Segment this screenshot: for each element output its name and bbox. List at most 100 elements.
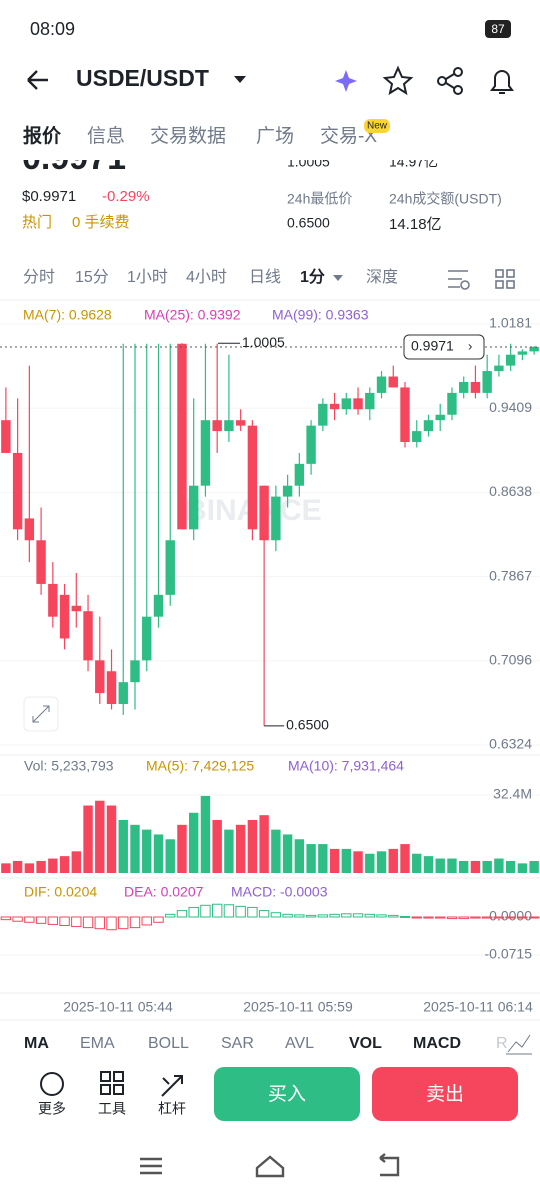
indicator[interactable]: VOL [349,1035,382,1052]
volume-bar [388,848,398,873]
volume-bar [365,853,375,873]
candle-body [118,682,128,705]
interval[interactable]: 深度 [366,268,398,286]
candle-body [505,354,516,366]
macd-bar [71,916,82,928]
indicator[interactable]: R [496,1035,508,1052]
ai-icon[interactable] [335,70,357,92]
macd-bar [94,916,105,930]
dropdown[interactable] [333,275,343,281]
volume-bar [259,815,269,873]
tool[interactable]: 更多 [38,1101,66,1117]
volume-bar [517,863,528,873]
legend: DEA: 0.0207 [124,884,204,900]
volume-bar [423,856,434,873]
interval[interactable]: 1分 [300,268,325,286]
indicator[interactable]: SAR [221,1035,254,1052]
battery-icon [485,20,511,38]
stat: 0.6500 [287,215,330,231]
x-tick-label: 2025-10-11 06:14 [423,999,533,1015]
pair[interactable]: USDE/USDT [76,65,209,91]
tool[interactable]: 工具 [98,1101,126,1117]
macd-bar [470,916,481,919]
candle-body [470,381,481,393]
indicator[interactable]: MA [24,1035,49,1052]
legend: Vol: 5,233,793 [24,758,114,774]
legend: MACD: -0.0003 [231,884,328,900]
indicator[interactable]: BOLL [148,1035,189,1052]
high-label: 1.0005 [242,334,285,350]
change: -0.29% [102,188,150,205]
macd-bar [176,910,188,918]
volume-bar [447,858,457,873]
macd-bar [24,916,35,923]
candle-body [412,431,422,443]
macd-bar [47,916,59,925]
sell[interactable]: 卖出 [426,1083,464,1105]
draw-icon[interactable] [506,1034,532,1055]
share[interactable] [437,67,463,95]
legend: MA(10): 7,931,464 [288,758,404,774]
interval[interactable]: 4小时 [186,268,227,286]
more-icon[interactable] [40,1072,64,1096]
interval[interactable]: 1小时 [127,268,168,286]
macd-bar [364,913,375,918]
indicator[interactable]: MACD [413,1035,461,1052]
macd-bar [446,916,458,920]
indicator[interactable]: EMA [80,1035,115,1052]
macd-bar [200,904,211,918]
settings-icon[interactable] [448,270,470,290]
volume-bar [48,858,58,873]
interval[interactable]: 日线 [249,268,281,286]
interval[interactable]: 15分 [75,268,109,286]
volume-bar [95,800,105,873]
chevron: › [468,338,472,353]
interval[interactable]: 分时 [23,268,55,286]
buy-button[interactable] [214,1067,360,1121]
macd-bar [505,916,516,919]
candle-body [329,403,340,410]
tab[interactable]: 交易-X [320,125,377,147]
macd-bar [12,916,23,922]
volume-bar [235,824,246,873]
tab[interactable]: 报价 [23,124,62,147]
nav-home[interactable] [255,1155,285,1178]
volume-bar [271,829,281,873]
candle-body [494,365,504,372]
tab[interactable]: 广场 [256,125,294,147]
back[interactable] [27,70,48,90]
macd-bar [294,914,305,918]
candle-body [224,420,234,432]
candle-body [353,398,363,410]
battery: 87 [491,22,505,36]
y-tick-label: 1.0181 [489,315,532,331]
leverage-icon[interactable] [161,1075,183,1097]
star[interactable] [382,65,414,96]
tab[interactable]: 交易数据 [150,125,226,147]
tab[interactable]: 信息 [87,125,125,147]
indicator[interactable]: AVL [285,1035,314,1052]
macd-bar [282,913,293,918]
layout-icon[interactable] [495,269,515,289]
candle-body [376,376,387,393]
buy[interactable]: 买入 [268,1084,306,1105]
bell[interactable] [490,70,514,94]
sell-button[interactable] [372,1067,518,1121]
macd-bar [493,916,505,919]
nav-back[interactable] [379,1153,400,1177]
y-tick-label: 0.6324 [489,736,532,752]
volume-bar [177,824,187,873]
macd-bar [129,916,141,929]
dropdown[interactable] [234,76,246,83]
tools-icon[interactable] [100,1071,124,1095]
macd-bar [118,916,129,930]
volume-bar [118,819,128,873]
stat-label: 24h最低价 [287,191,352,207]
x-tick-label: 2025-10-11 05:59 [243,999,353,1015]
macd-bar [235,905,246,918]
volume-bar [36,860,46,873]
nav-menu[interactable] [140,1157,162,1175]
tool[interactable]: 杠杆 [158,1101,186,1117]
volume-bar [353,851,363,873]
stat: 1.0005 [287,154,330,170]
